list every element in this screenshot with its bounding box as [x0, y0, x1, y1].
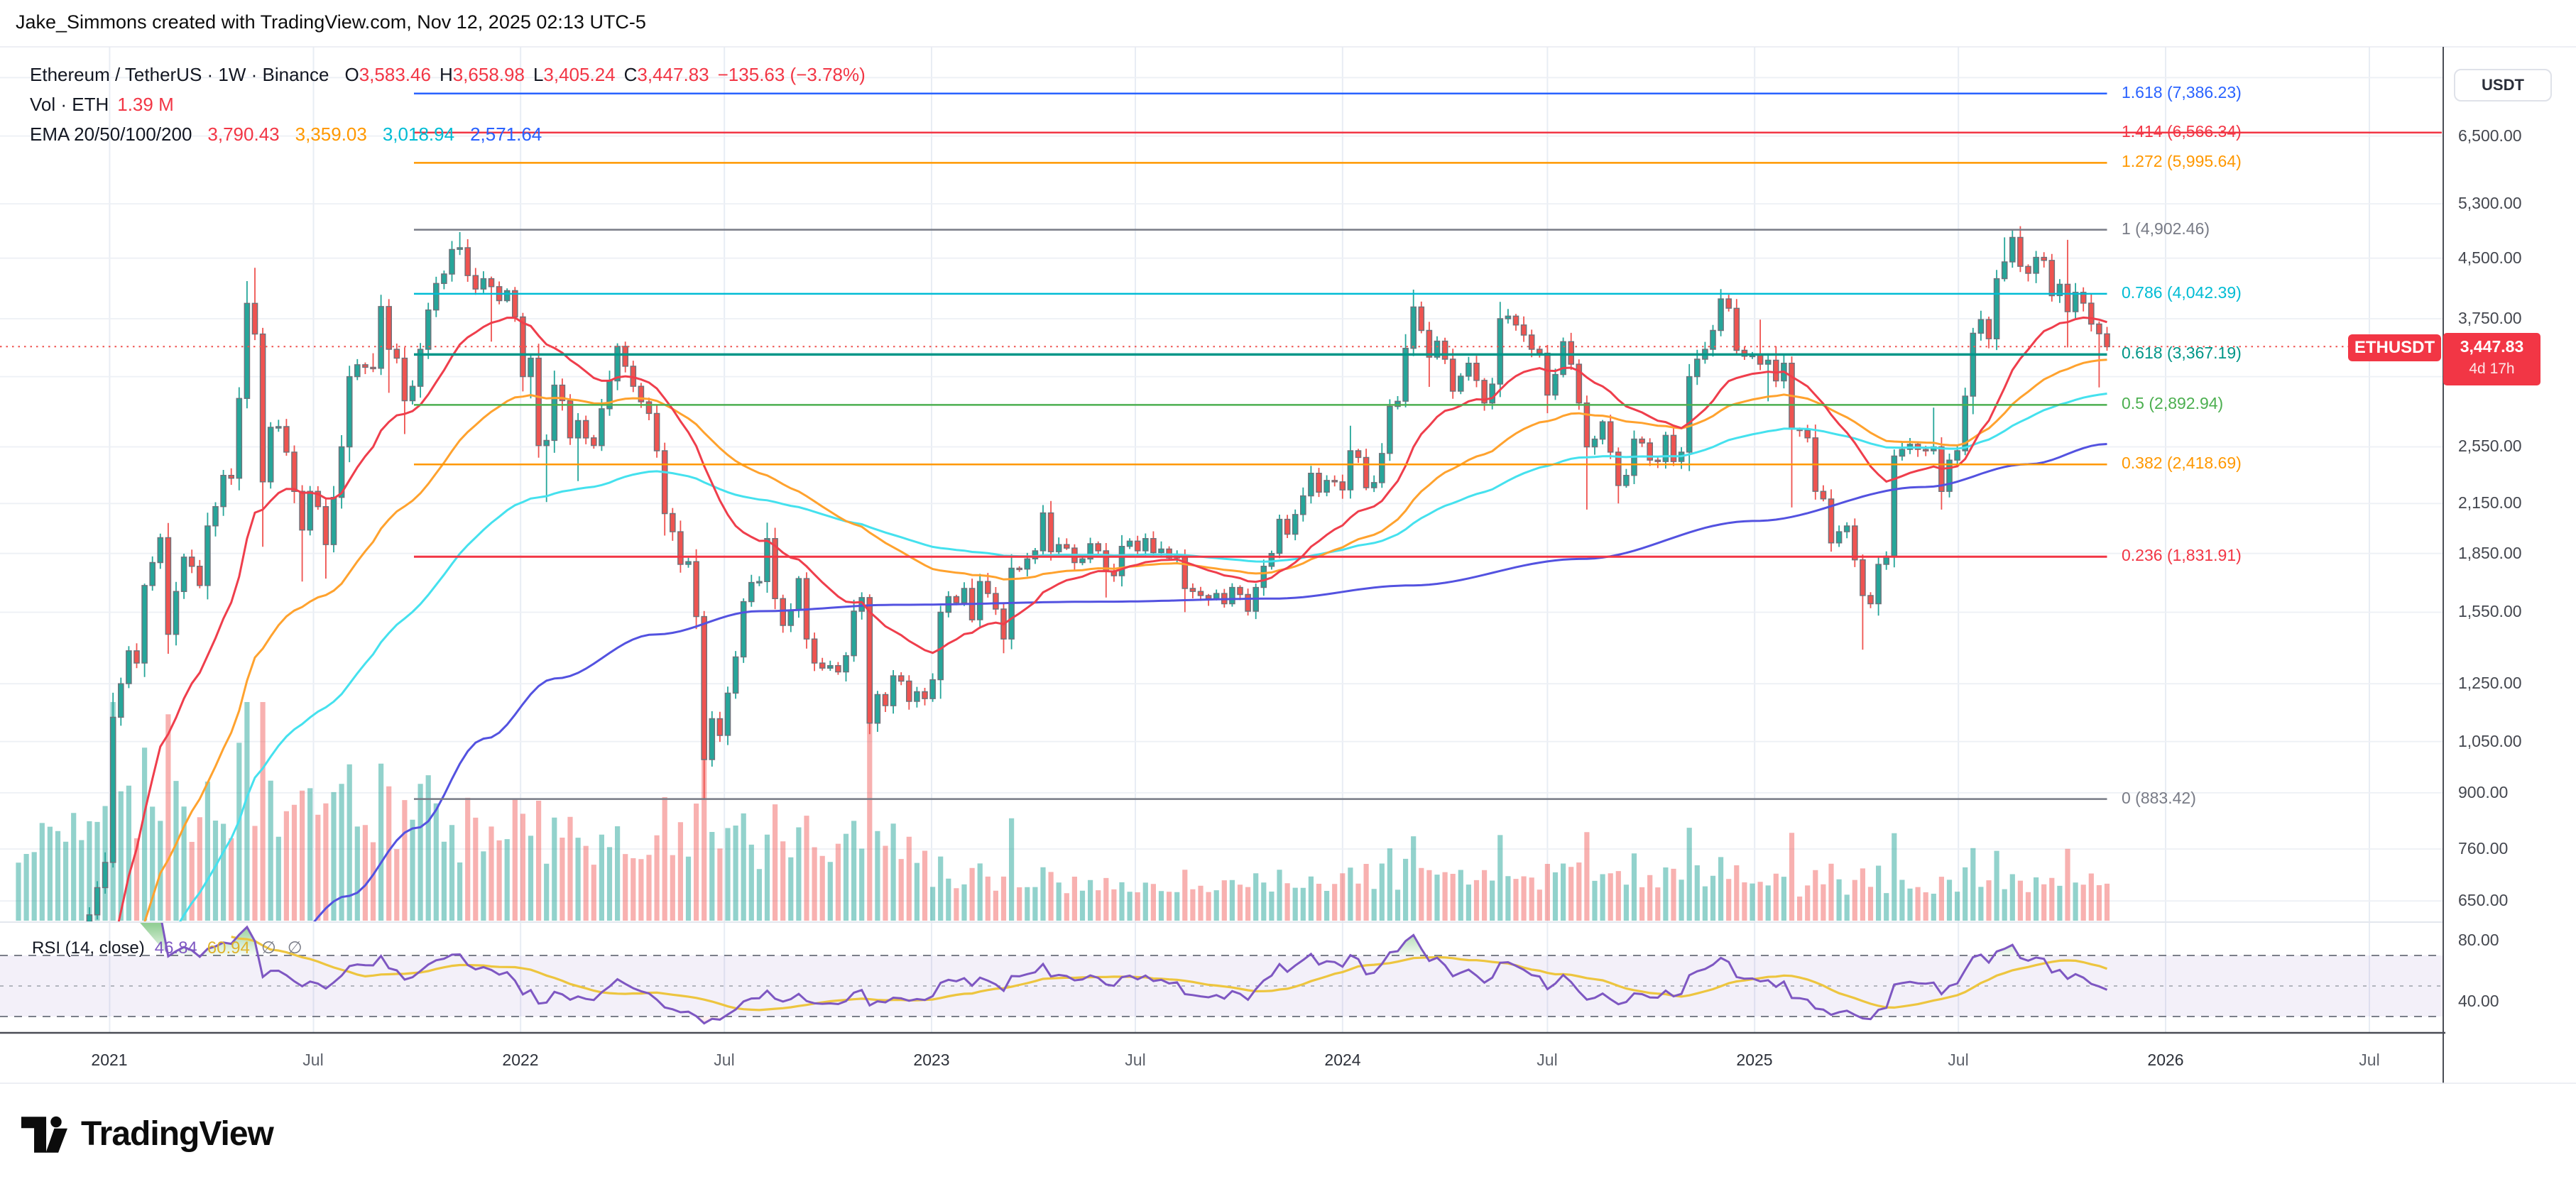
price-axis-badge[interactable]: 3,447.83 4d 17h [2443, 333, 2540, 385]
tradingview-logo[interactable]: TradingView [21, 1114, 274, 1154]
ema20-value: 3,790.43 [207, 124, 280, 145]
ohlc-open-value: 3,583.46 [359, 64, 431, 85]
grid-vertical [109, 47, 2370, 1033]
legend-volume-row[interactable]: Vol · ETH 1.39 M [30, 94, 866, 124]
fib-level-label[interactable]: 1 (4,902.46) [2122, 219, 2210, 238]
price-tick-label: 2,550.00 [2458, 437, 2522, 455]
ema100-value: 3,018.94 [382, 124, 455, 145]
rsi-tick-label: 80.00 [2458, 931, 2499, 949]
rsi-tick-label: 40.00 [2458, 992, 2499, 1010]
ohlc-low-label: L [533, 64, 544, 85]
ohlc-close-value: 3,447.83 [637, 64, 709, 85]
time-tick-label: 2026 [2147, 1051, 2184, 1069]
rsi-value: 46.84 [154, 938, 197, 958]
ohlc-open-label: O [344, 64, 359, 85]
time-tick-label: Jul [302, 1051, 324, 1069]
price-tick-label: 900.00 [2458, 783, 2509, 801]
ema50-line[interactable] [18, 358, 2107, 1073]
ema-label: EMA 20/50/100/200 [30, 124, 192, 145]
rsi-ma-line [231, 936, 2108, 1012]
legend-ema-row[interactable]: EMA 20/50/100/200 3,790.43 3,359.03 3,01… [30, 124, 866, 153]
price-tick-label: 4,500.00 [2458, 248, 2522, 267]
time-tick-label: Jul [1537, 1051, 1558, 1069]
rsi-empty-value-icon: ∅ [261, 938, 276, 958]
price-axis-currency-button[interactable]: USDT [2454, 69, 2552, 102]
rsi-plot [140, 923, 2108, 1025]
fib-level-label[interactable]: 0.382 (2,418.69) [2122, 454, 2242, 472]
fib-level-label[interactable]: 1.618 (7,386.23) [2122, 83, 2242, 102]
time-tick-label: Jul [1125, 1051, 1146, 1069]
ema200-value: 2,571.64 [470, 124, 542, 145]
tradingview-logo-icon [21, 1116, 67, 1153]
main-legend: Ethereum / TetherUS · 1W · Binance O 3,58… [30, 64, 866, 153]
price-tick-label: 3,750.00 [2458, 309, 2522, 327]
price-tick-label: 1,550.00 [2458, 602, 2522, 620]
price-tick-label: 5,300.00 [2458, 194, 2522, 212]
price-tick-label: 1,250.00 [2458, 674, 2522, 692]
ohlc-low-value: 3,405.24 [543, 64, 616, 85]
rsi-line [160, 923, 2108, 1025]
time-tick-label: 2025 [1736, 1051, 1773, 1069]
fib-level-label[interactable]: 0.5 (2,892.94) [2122, 394, 2224, 412]
symbol-title[interactable]: Ethereum / TetherUS · 1W · Binance [30, 64, 329, 85]
fib-level-label[interactable]: 0.236 (1,831.91) [2122, 546, 2242, 564]
grid-horizontal [0, 77, 2443, 902]
fib-level-label[interactable]: 0.618 (3,367.19) [2122, 344, 2242, 362]
rsi-legend[interactable]: RSI (14, close) 46.84 60.94 ∅ ∅ [32, 938, 302, 958]
time-tick-label: 2024 [1324, 1051, 1361, 1069]
symbol-price-line-label[interactable]: ETHUSDT [2348, 334, 2441, 361]
last-price-value: 3,447.83 [2460, 337, 2524, 356]
ohlc-high-label: H [439, 64, 453, 85]
rsi-ma-value: 60.94 [207, 938, 250, 958]
ohlc-close-label: C [623, 64, 638, 85]
ema100-line[interactable] [18, 393, 2107, 1073]
volume-bars [16, 702, 2110, 921]
tradingview-logo-text: TradingView [81, 1115, 274, 1153]
time-tick-label: 2021 [91, 1051, 128, 1069]
ema50-value: 3,359.03 [295, 124, 367, 145]
price-tick-label: 650.00 [2458, 891, 2509, 909]
rsi-label: RSI (14, close) [32, 938, 145, 958]
rsi-empty-value-icon: ∅ [287, 938, 302, 958]
time-tick-label: Jul [714, 1051, 735, 1069]
fib-level-label[interactable]: 0 (883.42) [2122, 789, 2196, 807]
bar-countdown: 4d 17h [2469, 361, 2515, 378]
price-tick-label: 2,150.00 [2458, 493, 2522, 512]
fib-level-label[interactable]: 1.414 (6,566.34) [2122, 122, 2242, 141]
price-tick-label: 760.00 [2458, 839, 2509, 857]
time-tick-label: 2023 [913, 1051, 950, 1069]
legend-symbol-row[interactable]: Ethereum / TetherUS · 1W · Binance O 3,58… [30, 64, 866, 94]
volume-value: 1.39 M [117, 94, 174, 115]
price-tick-label: 1,850.00 [2458, 544, 2522, 562]
ema20-line[interactable] [18, 316, 2107, 1073]
price-tick-label: 1,050.00 [2458, 732, 2522, 750]
snapshot-attribution: Jake_Simmons created with TradingView.co… [16, 11, 646, 33]
price-tick-label: 6,500.00 [2458, 126, 2522, 145]
time-tick-label: Jul [1948, 1051, 1969, 1069]
fib-level-label[interactable]: 1.272 (5,995.64) [2122, 152, 2242, 170]
fib-level-label[interactable]: 0.786 (4,042.39) [2122, 283, 2242, 302]
volume-label: Vol · ETH [30, 94, 109, 115]
time-tick-label: Jul [2359, 1051, 2380, 1069]
change-value: −135.63 (−3.78%) [717, 64, 866, 85]
time-tick-label: 2022 [502, 1051, 539, 1069]
candlesticks [86, 226, 2110, 921]
ohlc-high-value: 3,658.98 [452, 64, 525, 85]
ema200-line[interactable] [18, 443, 2107, 950]
